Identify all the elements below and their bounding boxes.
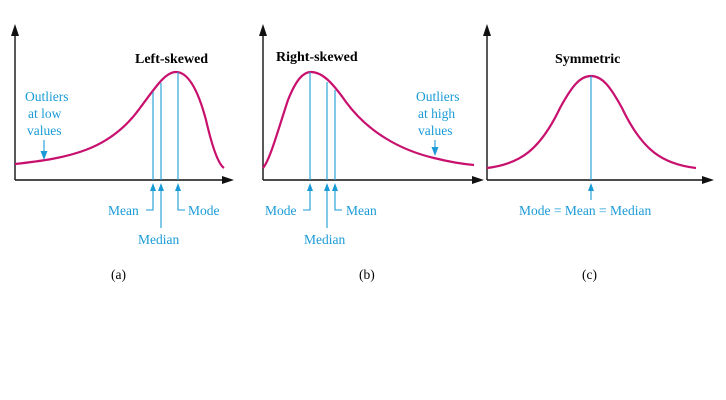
mean-label: Mean: [108, 203, 139, 218]
mode-arrow-icon: [307, 183, 313, 191]
combined-label: Mode = Mean = Median: [519, 203, 651, 218]
x-axis-arrow-icon: [222, 176, 234, 184]
median-arrow-icon: [158, 183, 164, 191]
mode-label: Mode: [188, 203, 220, 218]
panel-title: Left-skewed: [135, 52, 208, 67]
panel-caption: (c): [582, 267, 597, 282]
outlier-arrow-icon: [40, 151, 48, 160]
panel-symmetric: Symmetric Mode = Mean = Median (c): [483, 24, 714, 282]
mean-leader: [334, 191, 342, 211]
median-label: Median: [304, 232, 345, 247]
median-arrow-icon: [324, 183, 330, 191]
outlier-note-line-3: values: [27, 123, 62, 138]
y-axis-arrow-icon: [11, 24, 19, 36]
y-axis-arrow-icon: [483, 24, 491, 36]
mode-label: Mode: [265, 203, 297, 218]
outlier-note-line-1: Outliers: [25, 89, 69, 104]
panel-caption: (b): [359, 267, 375, 282]
right-skewed-curve: [262, 70, 475, 169]
mean-arrow-icon: [150, 183, 156, 191]
outlier-arrow-icon: [431, 147, 439, 156]
mean-label: Mean: [346, 203, 377, 218]
panel-title: Right-skewed: [276, 50, 358, 65]
outlier-note-line-3: values: [418, 123, 453, 138]
outlier-note-line-2: at low: [28, 106, 62, 121]
panel-left-skewed: Left-skewed Outliers at low values Mean …: [11, 24, 234, 282]
median-label: Median: [138, 232, 179, 247]
mean-arrow-icon: [332, 183, 338, 191]
mean-leader: [146, 191, 154, 211]
mode-arrow-icon: [175, 183, 181, 191]
mode-leader: [177, 191, 185, 211]
panel-right-skewed: Right-skewed Outliers at high values Mod…: [259, 24, 484, 282]
center-arrow-icon: [588, 183, 594, 191]
outlier-note-line-1: Outliers: [416, 89, 460, 104]
panel-caption: (a): [111, 267, 126, 282]
x-axis-arrow-icon: [702, 176, 714, 184]
left-skewed-curve: [14, 70, 225, 169]
panel-title: Symmetric: [555, 52, 620, 67]
outlier-note-line-2: at high: [418, 106, 455, 121]
x-axis-arrow-icon: [472, 176, 484, 184]
y-axis-arrow-icon: [259, 24, 267, 36]
mode-leader: [303, 191, 311, 211]
